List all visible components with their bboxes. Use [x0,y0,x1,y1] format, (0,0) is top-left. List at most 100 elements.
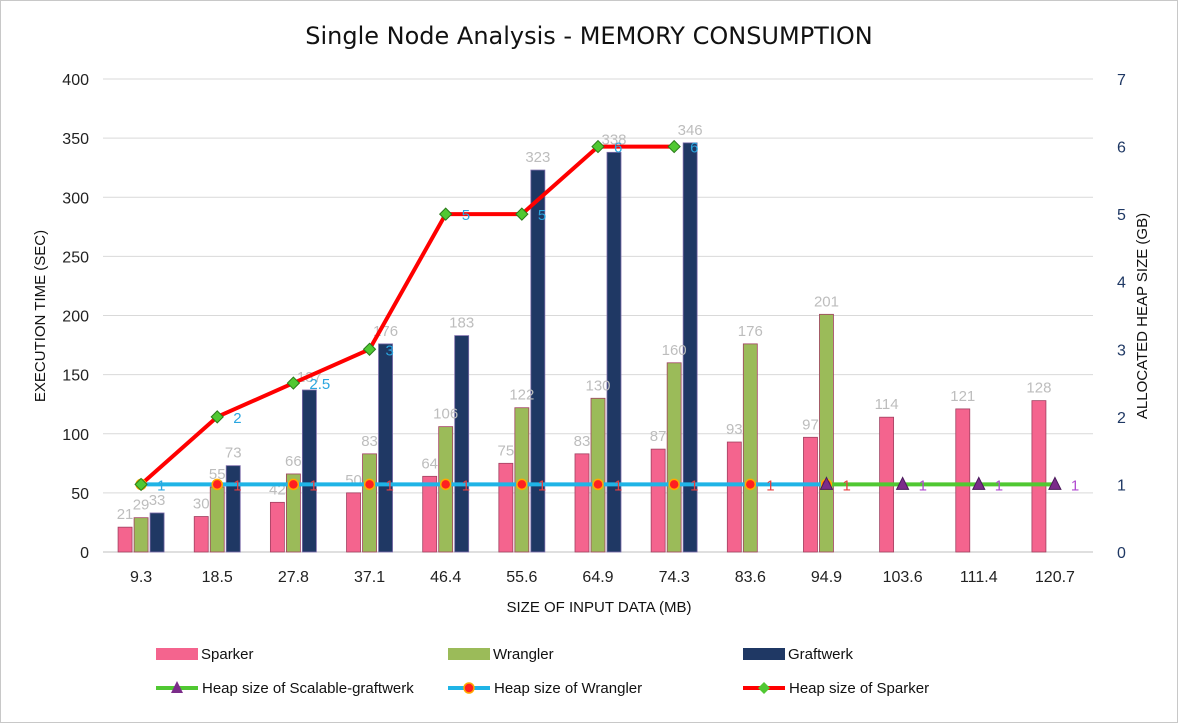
bar-graftwerk [454,335,470,553]
legend-marker [171,681,183,693]
y-axis-ticks: 0 50 100 150 200 250 300 350 400 [62,72,89,562]
bar-data-label: 130 [585,377,610,394]
line-data-label: 1 [462,477,470,494]
bar-wrangler [285,473,301,553]
bar-data-label: 346 [678,122,703,139]
y2-tick-label: 4 [1117,275,1126,292]
x-tick-label: 37.1 [354,569,385,586]
y2-axis-label: ALLOCATED HEAP SIZE (GB) [1134,213,1151,419]
line-data-label: 6 [690,140,698,157]
marker-triangle [1048,476,1062,490]
marker-diamond [362,342,377,356]
y-tick-label: 150 [62,368,89,385]
marker-circle [363,478,376,491]
x-tick-label: 74.3 [659,569,690,586]
bar-sparker [269,501,285,553]
x-tick-label: 46.4 [430,569,461,586]
marker-circle [592,478,604,491]
line-data-label: 3 [386,342,394,359]
bar-data-label: 64 [421,455,438,472]
x-tick-label: 111.4 [960,569,998,586]
x-axis-ticks: 9.3 18.5 27.8 37.1 46.4 55.6 64.9 74.3 83.6 94.9 1… [130,569,1075,586]
bar-data-label: 338 [601,131,626,148]
bar-wrangler [362,453,377,553]
x-tick-label: 27.8 [278,569,309,586]
y-tick-label: 50 [71,486,89,503]
y-tick-label: 250 [62,249,89,266]
legend-swatch [743,648,785,660]
bar-sparker [1031,400,1047,553]
x-tick-label: 9.3 [130,569,152,586]
x-tick-label: 94.9 [811,569,842,586]
line-data-label: 1 [766,477,774,494]
y2-tick-label: 0 [1117,545,1126,562]
legend-marker [758,682,770,694]
legend-label: Heap size of Wrangler [494,680,642,697]
y2-tick-label: 2 [1117,410,1126,427]
bar-data-label: 183 [449,315,474,332]
line-data-label: 1 [386,477,394,494]
line-data-label: 1 [690,477,698,494]
bar-sparker [422,475,438,553]
bar-data-label: 87 [650,428,667,445]
bar-sparker [193,516,209,553]
marker-diamond [591,139,605,154]
y2-tick-label: 1 [1117,477,1126,494]
bar-sparker [650,448,666,553]
bar-graftwerk [149,512,165,553]
line-data-label: 1 [919,477,927,494]
y-tick-label: 100 [62,427,89,444]
legend-marker [463,682,475,694]
bar-data-label: 33 [149,492,166,509]
bar-wrangler [666,362,682,553]
bar-data-label: 29 [133,497,150,514]
marker-triangle [971,476,986,490]
legend-label: Heap size of Scalable-graftwerk [202,680,414,697]
bar-data-label: 21 [117,506,134,523]
legend-label: Heap size of Sparker [789,680,929,697]
bar-data-label: 83 [574,433,591,450]
bar-sparker [955,408,971,553]
line-data-label: 1 [309,477,317,494]
bar-data-label: 66 [285,453,302,470]
legend-label: Wrangler [493,646,554,663]
legend-swatch [156,648,198,660]
bar-data-label: 122 [509,387,534,404]
marker-circle [211,478,223,491]
bar-data-label: 93 [726,421,743,438]
line-data-label: 5 [538,207,546,224]
x-tick-label: 18.5 [202,569,233,586]
x-tick-label: 55.6 [506,569,537,586]
bar-wrangler [590,397,606,553]
marker-triangle [895,476,910,490]
bar-sparker [726,441,742,553]
line-heap-size-of-sparker [139,144,675,486]
bar-data-label: 160 [662,342,687,359]
line-data-label: 1 [233,477,241,494]
y2-axis-ticks: 0 1 2 3 4 5 6 7 [1117,72,1126,562]
bar-wrangler [209,486,225,553]
x-tick-label: 83.6 [735,569,766,586]
marker-circle [668,478,680,491]
legend: Sparker Wrangler Graftwerk Heap size of Sca… [156,646,929,697]
y-tick-label: 400 [62,72,89,89]
line-data-label: 1 [842,477,850,494]
marker-diamond [210,410,224,424]
marker-circle [439,478,452,491]
bar-data-label: 55 [209,466,226,483]
bar-data-label: 73 [225,445,242,462]
x-tick-label: 120.7 [1035,569,1075,586]
line-data-label: 1 [538,477,546,494]
y2-tick-label: 7 [1117,72,1126,89]
marker-triangle [819,476,834,490]
y-tick-label: 0 [80,545,89,562]
line-data-label: 1 [995,477,1003,494]
chart-title: Single Node Analysis - MEMORY CONSUMPTIO… [305,22,873,50]
x-tick-label: 103.6 [883,569,923,586]
bar-sparker [117,526,133,553]
line-data-label: 2 [233,410,241,427]
bar-data-label: 114 [875,396,899,413]
bars-layer [117,142,1047,553]
